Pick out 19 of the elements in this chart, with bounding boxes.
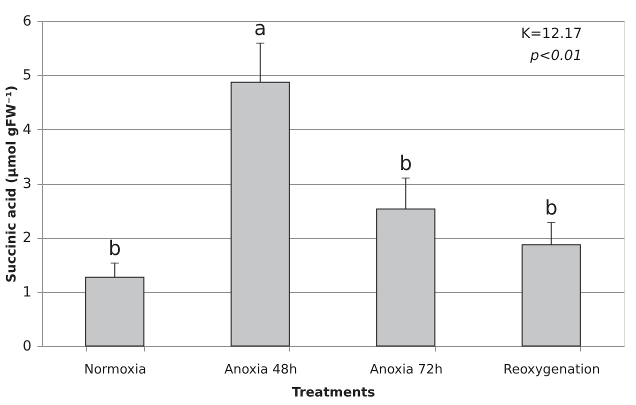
y-tick-label: 1 — [22, 284, 32, 300]
x-tick-label: Anoxia 48h — [224, 362, 298, 378]
annotation: b — [544, 196, 558, 220]
annotation: K=12.17 — [521, 26, 582, 42]
annotation: a — [254, 16, 266, 40]
annotation: b — [108, 236, 122, 260]
x-axis-title: Treatments — [292, 386, 376, 400]
x-tick-label: Normoxia — [84, 362, 146, 378]
annotation: b — [399, 151, 412, 176]
y-tick-label: 0 — [22, 338, 32, 354]
y-tick-label: 2 — [22, 230, 32, 246]
y-tick-label: 4 — [22, 122, 32, 138]
x-tick-label: Reoxygenation — [503, 362, 600, 378]
y-tick-label: 6 — [22, 14, 32, 30]
annotation: p<0.01 — [529, 48, 582, 64]
x-tick-label: Anoxia 72h — [370, 362, 443, 378]
y-axis-title: Succinic acid (µmol gFW⁻¹) — [4, 85, 20, 283]
y-tick-label: 3 — [22, 176, 32, 192]
y-tick-label: 5 — [22, 68, 32, 84]
